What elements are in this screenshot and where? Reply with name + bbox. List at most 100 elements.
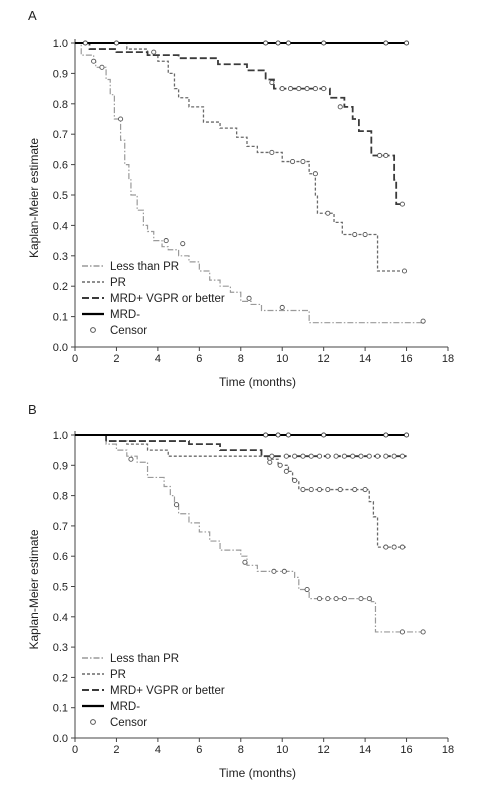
censor-marker-pr [277,462,283,468]
y-tick-label: 0.9 [53,460,68,472]
censor-marker-mrd-vgpr-or-better [312,86,318,92]
censor-marker-less-than-pr [279,304,285,311]
censor-marker-mrd-vgpr-or-better [269,79,275,86]
censor-marker-less-than-pr [399,629,405,635]
censor-marker-mrd-vgpr-or-better [321,86,327,92]
legend-label: MRD+ VGPR or better [110,685,225,697]
x-tick-label: 6 [196,744,202,756]
censor-marker-less-than-pr [242,559,248,565]
censor-marker-mrd-vgpr-or-better [341,453,347,459]
censor-marker-mrd [321,432,327,438]
y-tick-label: 1.0 [53,430,68,442]
panel-a: A 0 2 4 6 8 10 12 14 16 18 0.0 0.1 0.2 0.3 0.4 0.5 0.6 0.7… [27,8,454,389]
panel-label: B [28,402,37,417]
x-tick-label: 14 [359,353,371,365]
legend-swatch-censor [90,327,96,333]
censor-marker-less-than-pr [420,629,426,635]
censor-marker-mrd [285,432,291,438]
x-tick-label: 16 [400,744,412,756]
series-line-mrd-vgpr-or-better [75,434,407,458]
panel-label: A [28,8,37,23]
y-axis-title: Kaplan-Meier estimate [27,529,41,649]
y-tick-label: 0.5 [53,190,68,202]
censor-marker-mrd-vgpr-or-better [316,453,323,459]
legend: Less than PR PR MRD+ VGPR or better MRD- Cen… [82,261,225,337]
censor-marker-mrd-vgpr-or-better [304,86,310,92]
censor-marker-pr [300,159,306,165]
censor-marker-pr [269,149,275,155]
censor-marker-pr [325,486,331,493]
y-tick-label: 0.4 [53,612,68,624]
x-tick-label: 8 [238,353,244,365]
x-tick-label: 10 [276,744,288,756]
censor-marker-mrd-vgpr-or-better [366,453,372,459]
censor-marker-less-than-pr [366,596,372,602]
y-tick-label: 0.8 [53,99,68,111]
censor-marker-mrd-vgpr-or-better [296,86,302,92]
censor-marker-pr [312,171,318,177]
x-tick-label: 12 [318,744,330,756]
x-tick-label: 12 [318,353,330,365]
censor-marker-mrd-vgpr-or-better [279,86,285,92]
x-tick-label: 10 [276,353,288,365]
censor-marker-mrd-vgpr-or-better [383,453,389,459]
x-tick-label: 4 [155,744,161,756]
censor-marker-pr [290,159,296,165]
censor-marker-pr [308,486,314,493]
legend-label: Less than PR [110,261,179,273]
censor-marker-less-than-pr [316,596,323,602]
censor-marker-mrd-vgpr-or-better [283,453,289,459]
censor-marker-mrd-vgpr-or-better [287,86,294,92]
legend-label: PR [110,669,126,681]
y-tick-label: 0.1 [53,703,68,715]
x-axis-title: Time (months) [219,766,296,780]
censor-marker-pr [352,231,358,238]
legend: Less than PR PR MRD+ VGPR or better MRD- Cen… [82,653,225,729]
x-tick-label: 2 [113,353,119,365]
y-tick-label: 0.2 [53,281,68,293]
x-axis-title: Time (months) [219,375,296,389]
y-tick-label: 0.8 [53,491,68,503]
censor-marker-less-than-pr [420,318,426,324]
censor-marker-mrd-vgpr-or-better [325,453,331,459]
censor-marker-pr [399,544,405,550]
legend-label: Less than PR [110,653,179,665]
censor-marker-mrd-vgpr-or-better [399,453,405,459]
series-line-less-than-pr [75,434,424,633]
censor-marker-less-than-pr [304,586,310,593]
legend-swatch-censor [90,719,96,725]
y-tick-label: 0.6 [53,160,68,172]
censor-marker-pr [292,477,298,484]
censor-marker-less-than-pr [246,295,252,301]
censor-marker-pr [401,268,408,274]
y-tick-label: 1.0 [53,38,68,50]
censor-marker-mrd [383,432,389,438]
y-tick-label: 0.1 [53,312,68,324]
censor-marker-less-than-pr [325,596,331,602]
censor-marker-pr [316,486,323,493]
censor-marker-less-than-pr [118,116,124,122]
censor-marker-mrd-vgpr-or-better [269,453,275,459]
censor-marker-mrd [404,432,410,438]
censor-marker-mrd [113,40,119,46]
censor-marker-pr [362,231,368,238]
y-axis-title: Kaplan-Meier estimate [27,138,41,258]
censor-marker-less-than-pr [333,596,339,602]
censor-marker-mrd [263,40,269,46]
censor-marker-mrd-vgpr-or-better [358,453,364,459]
x-tick-label: 0 [72,744,78,756]
censor-marker-less-than-pr [173,502,180,508]
censor-marker-mrd [82,40,88,46]
censor-marker-pr [300,486,306,493]
censor-marker-mrd [263,432,269,438]
censor-marker-less-than-pr [180,241,186,247]
censor-marker-pr [391,544,397,550]
x-tick-label: 14 [359,744,371,756]
x-tick-label: 2 [113,744,119,756]
censor-marker-less-than-pr [99,64,105,70]
x-tick-label: 0 [72,353,78,365]
series-line-pr [75,434,407,548]
censor-marker-pr [325,210,331,216]
legend-label: Censor [110,717,147,729]
censor-marker-less-than-pr [281,568,287,574]
